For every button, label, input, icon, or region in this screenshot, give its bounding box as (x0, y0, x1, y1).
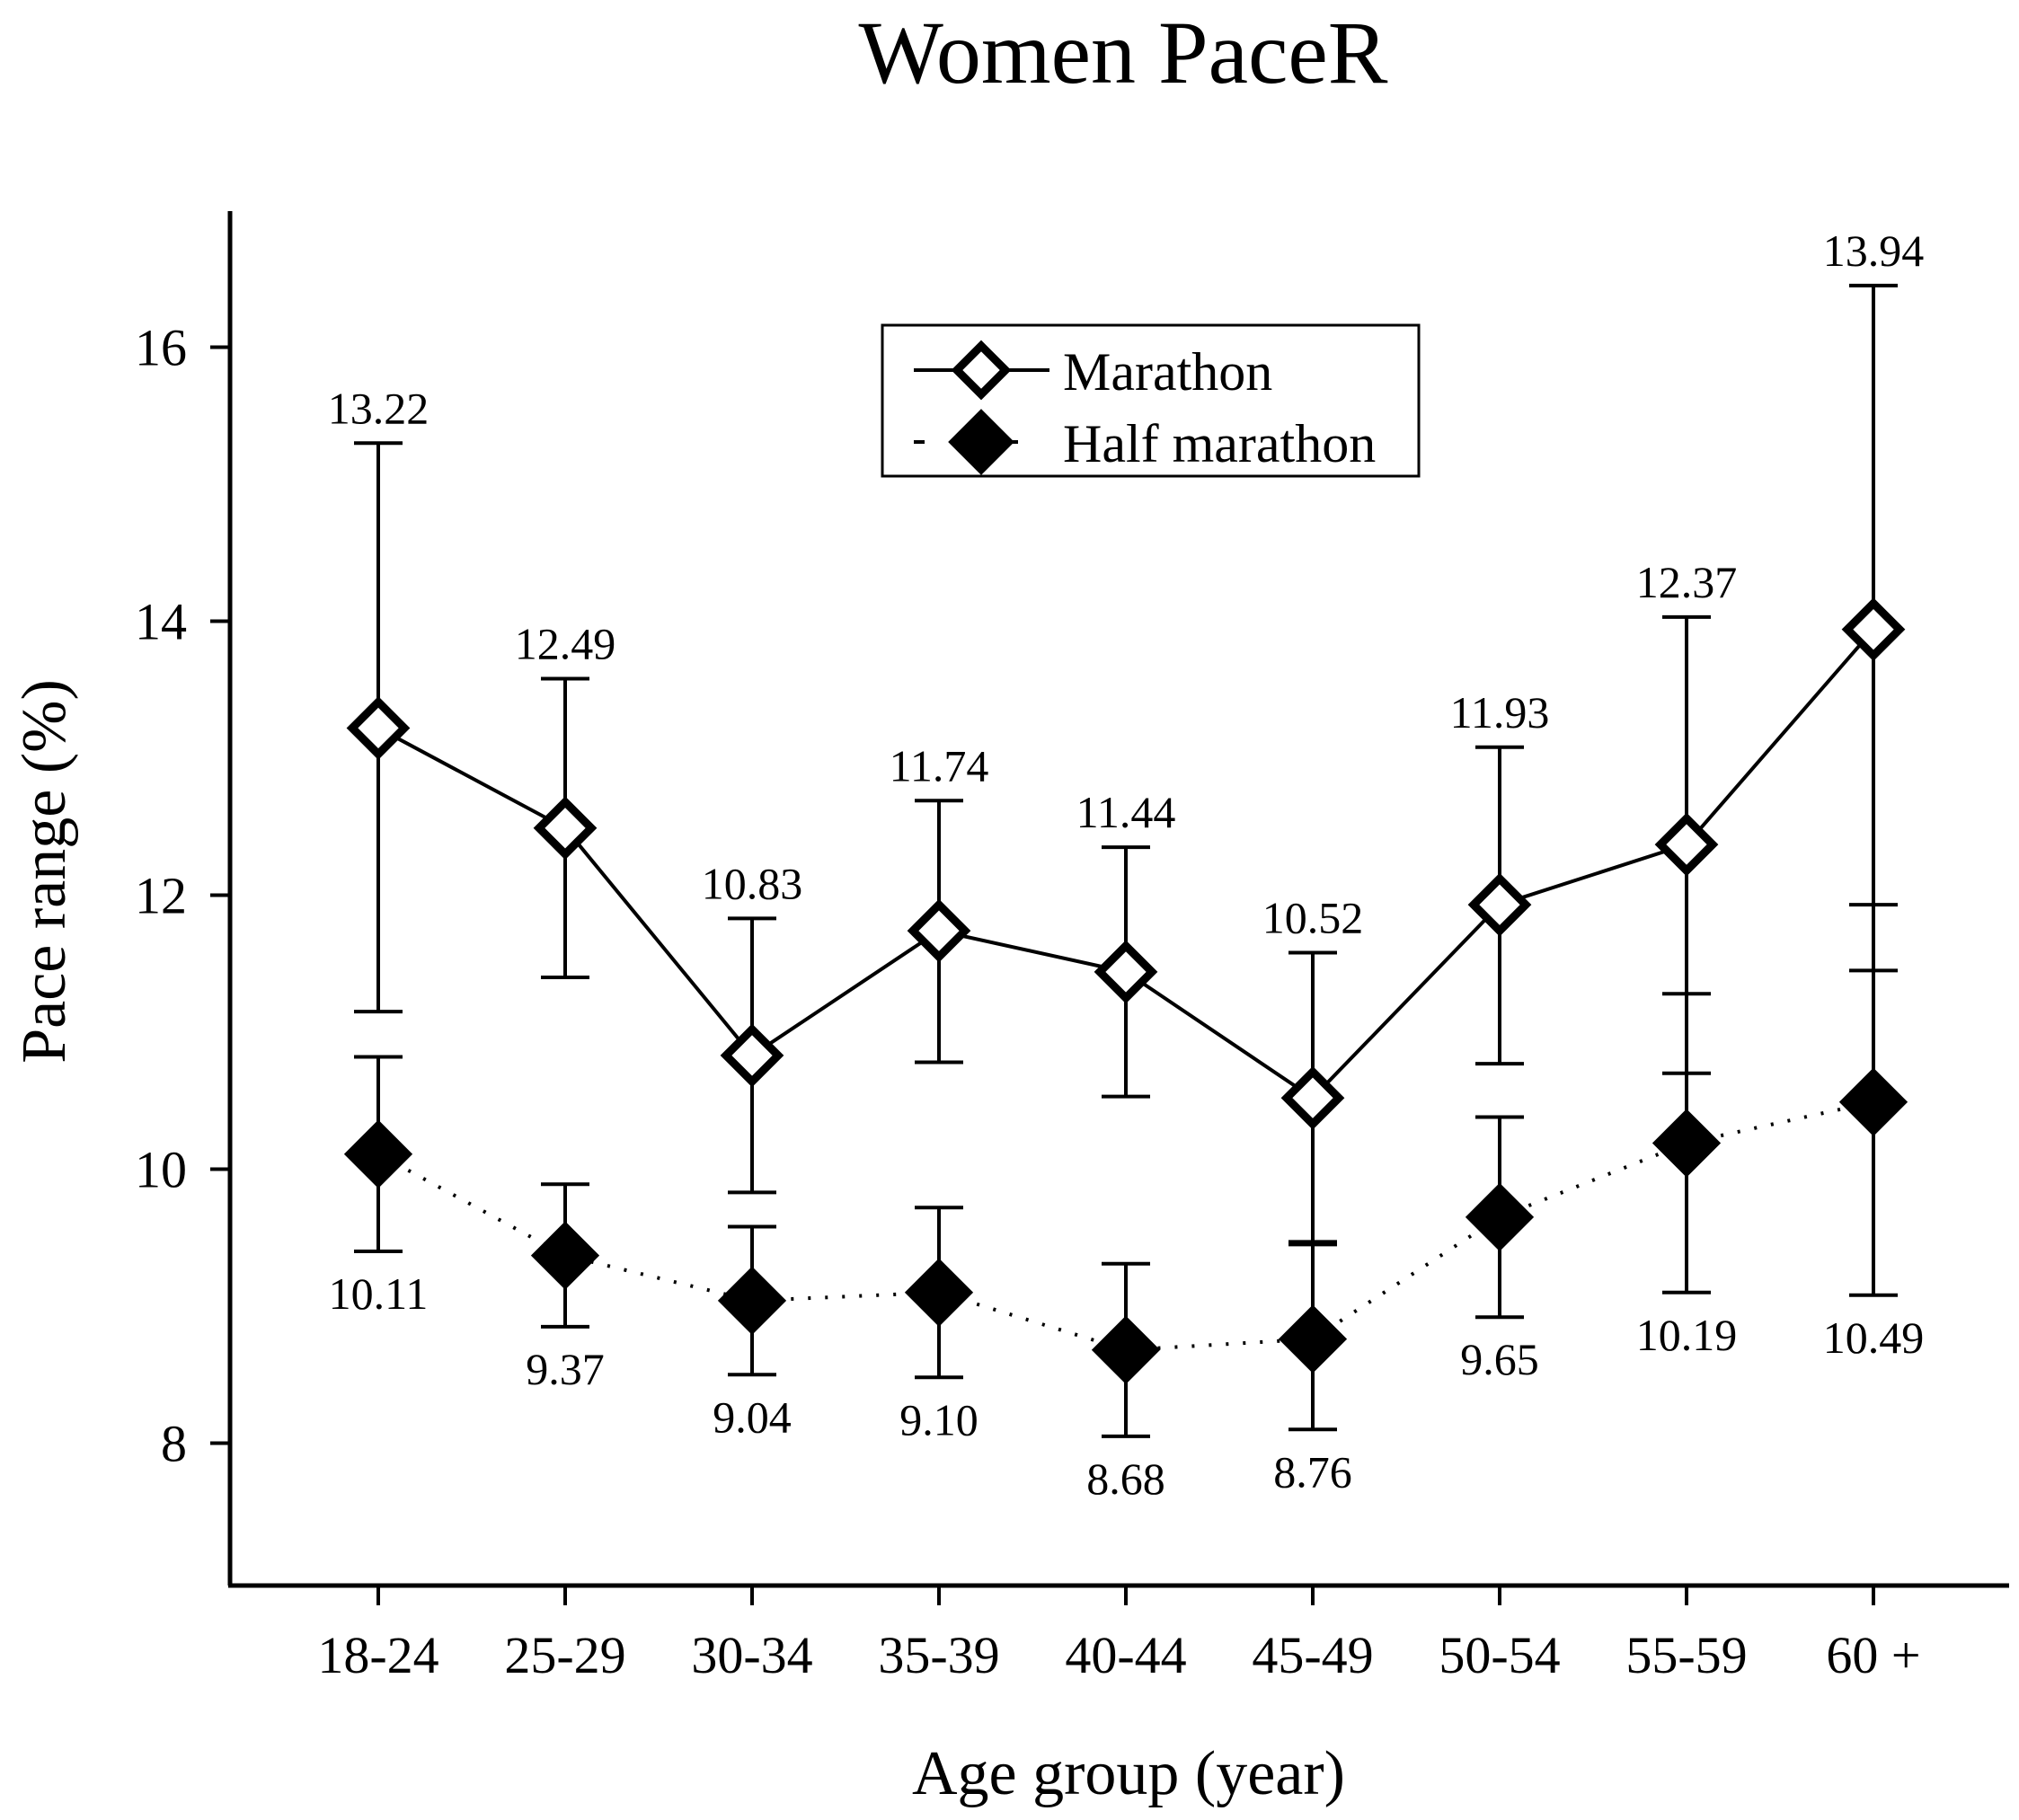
y-tick-label: 8 (161, 1415, 187, 1473)
marathon-marker (907, 898, 971, 963)
x-tick-label: 18-24 (317, 1626, 438, 1684)
marathon-data-label: 12.37 (1636, 557, 1738, 607)
marathon-marker (1654, 812, 1719, 877)
marathon-marker (720, 1023, 784, 1088)
half-marathon-marker (1838, 1067, 1908, 1136)
half-marathon-data-label: 8.76 (1273, 1446, 1352, 1497)
x-tick-label: 25-29 (504, 1626, 625, 1684)
legend-marathon-label: Marathon (1063, 342, 1272, 402)
y-tick-label: 16 (135, 319, 187, 377)
half-marathon-marker (1278, 1304, 1348, 1374)
x-tick-labels: 18-24 25-29 30-34 35-39 40-44 45-49 50-54 55-59… (317, 1626, 1920, 1684)
half-marathon-marker (343, 1119, 413, 1188)
y-tick-label: 14 (135, 593, 187, 651)
marathon-data-label: 10.83 (702, 858, 803, 908)
x-tick-label: 40-44 (1065, 1626, 1186, 1684)
half-marathon-data-label: 9.65 (1460, 1334, 1539, 1384)
half-marathon-data-label: 10.19 (1636, 1310, 1738, 1360)
legend-half-label: Half marathon (1063, 414, 1376, 473)
markers (343, 597, 1908, 1384)
data-labels: 13.22 12.49 10.83 11.74 11.44 10.52 11.93 12.37… (328, 225, 1925, 1504)
marathon-data-label: 10.52 (1262, 893, 1364, 943)
half-marathon-data-label: 9.10 (899, 1394, 979, 1445)
half-marathon-marker (1465, 1182, 1535, 1251)
legend-half-marker (948, 409, 1014, 475)
half-marathon-marker (904, 1258, 974, 1327)
legend: Marathon Half marathon (881, 323, 1421, 478)
axes (210, 211, 2009, 1605)
half-marathon-marker (1652, 1109, 1722, 1178)
marathon-data-label: 13.94 (1823, 225, 1925, 276)
marathon-data-label: 11.74 (890, 740, 989, 791)
y-axis-label: Pace range (%) (10, 679, 79, 1064)
half-marathon-data-label: 9.04 (713, 1392, 792, 1442)
half-marathon-marker (717, 1266, 787, 1336)
x-tick-label: 45-49 (1252, 1626, 1373, 1684)
marathon-data-label: 13.22 (328, 383, 429, 433)
marathon-marker (533, 796, 598, 861)
x-tick-label: 35-39 (878, 1626, 999, 1684)
y-tick-label: 10 (135, 1141, 187, 1199)
half-marathon-marker (530, 1221, 600, 1290)
marathon-data-label: 12.49 (515, 619, 616, 669)
chart-title: Women PaceR (858, 3, 1387, 102)
half-marathon-data-label: 8.68 (1086, 1453, 1165, 1504)
x-tick-label: 55-59 (1625, 1626, 1747, 1684)
x-tick-label: 60 + (1826, 1626, 1920, 1684)
half-marathon-marker (1091, 1315, 1161, 1384)
legend-marathon-marker (951, 340, 1012, 401)
marathon-marker (346, 696, 411, 760)
marathon-marker (1094, 940, 1158, 1004)
marathon-marker (1841, 597, 1906, 662)
marathon-data-label: 11.44 (1076, 787, 1176, 837)
half-marathon-data-label: 10.11 (329, 1268, 429, 1319)
x-tick-label: 50-54 (1439, 1626, 1560, 1684)
y-tick-label: 12 (135, 867, 187, 925)
half-marathon-data-label: 9.37 (526, 1344, 605, 1394)
marathon-marker (1467, 872, 1532, 937)
half-marathon-data-label: 10.49 (1823, 1312, 1925, 1363)
x-tick-label: 30-34 (691, 1626, 812, 1684)
marathon-marker (1280, 1065, 1345, 1130)
marathon-data-label: 11.93 (1450, 687, 1550, 738)
x-axis-label: Age group (year) (912, 1739, 1345, 1808)
y-tick-labels: 8 10 12 14 16 (135, 319, 187, 1473)
